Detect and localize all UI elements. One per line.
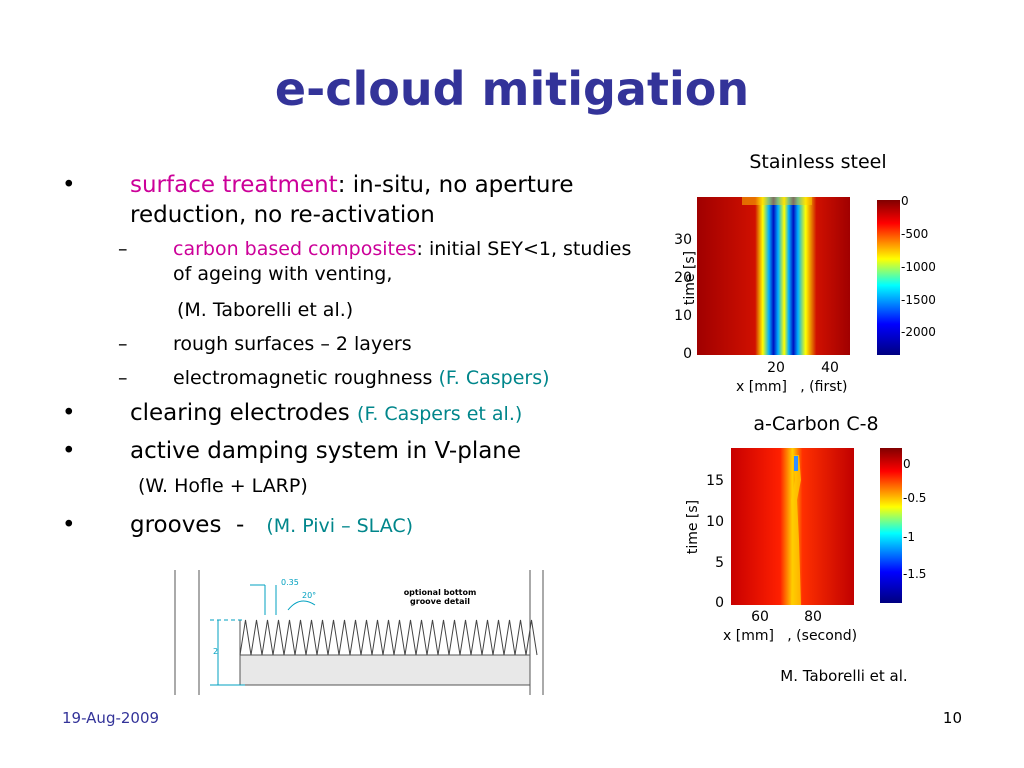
reference: (M. Pivi – SLAC): [266, 515, 414, 537]
colorbar: [877, 200, 900, 355]
reference: (F. Caspers): [438, 367, 550, 389]
y-tick-label: 5: [715, 555, 724, 571]
bullet: clearing electrodes (F. Caspers et al.): [130, 398, 522, 429]
colorbar-label: -500: [901, 227, 928, 241]
colorbar-label: 0: [903, 457, 911, 471]
sub-dash: –: [118, 367, 128, 389]
x-tick-label: 40: [821, 360, 839, 376]
bullet-dot: •: [62, 400, 76, 426]
bullet-dot: •: [62, 172, 76, 198]
bullet: grooves - (M. Pivi – SLAC): [130, 510, 413, 541]
sub-bullet: carbon based composites: initial SEY<1, …: [173, 237, 643, 287]
colorbar-label: 0: [901, 194, 909, 208]
y-tick-label: 10: [706, 514, 724, 530]
y-tick-label: 30: [674, 232, 692, 248]
page-number: 10: [942, 709, 962, 727]
bullet-text: grooves -: [130, 512, 245, 538]
heatmap: [697, 197, 850, 355]
highlight: carbon based composites: [173, 238, 417, 260]
x-axis-label: x [mm] , (second): [723, 628, 857, 644]
groove-pitch: 0.35: [281, 578, 299, 587]
y-axis-label: time [s]: [682, 251, 698, 305]
x-tick-label: 20: [767, 360, 785, 376]
colorbar-label: -1500: [901, 293, 936, 307]
colorbar-label: -2000: [901, 325, 936, 339]
bullet-dot: •: [62, 512, 76, 538]
groove-note: optional bottom groove detail: [403, 588, 477, 606]
colorbar-label: -1: [903, 530, 915, 544]
heatmap-detail: [791, 455, 801, 605]
highlight: surface treatment: [130, 172, 338, 198]
footer-date: 19-Aug-2009: [62, 709, 160, 727]
colorbar-label: -1000: [901, 260, 936, 274]
sub-text: rough surfaces – 2 layers: [173, 333, 412, 355]
x-axis-label: x [mm] , (first): [736, 379, 847, 395]
reference: (M. Taborelli et al.): [177, 299, 354, 321]
groove-note-box: optional bottom groove detail: [403, 588, 477, 606]
groove-depth: 2: [213, 647, 218, 656]
groove-drawing: [174, 570, 544, 695]
sub-dash: –: [118, 333, 128, 355]
slide-title: e-cloud mitigation: [274, 62, 750, 116]
sub-dash: –: [118, 238, 128, 260]
sub-bullet: electromagnetic roughness (F. Caspers): [173, 366, 550, 391]
sub-text: : initial SEY<1, studies of ageing with …: [173, 238, 632, 285]
y-axis-label: time [s]: [685, 500, 701, 554]
sub-text: electromagnetic roughness: [173, 367, 433, 389]
reference: (F. Caspers et al.): [357, 403, 523, 425]
heatmap-detail: [742, 197, 812, 205]
reference: (W. Hofle + LARP): [138, 475, 308, 497]
colorbar-label: -0.5: [903, 491, 926, 505]
y-tick-label: 15: [706, 473, 724, 489]
heatmap-detail: [794, 456, 798, 471]
bullet-text: active damping system in V-plane: [130, 438, 522, 464]
bullet-text: clearing electrodes: [130, 400, 350, 426]
y-tick-label: 10: [674, 308, 692, 324]
y-tick-label: 0: [683, 346, 692, 362]
bullet-text: : in-situ, no aperture reduction, no re-…: [130, 172, 574, 228]
credit: M. Taborelli et al.: [780, 667, 907, 685]
bullet: surface treatment: in-situ, no aperture …: [130, 170, 640, 230]
y-tick-label: 0: [715, 595, 724, 611]
x-tick-label: 80: [804, 609, 822, 625]
colorbar: [880, 448, 902, 603]
colorbar-label: -1.5: [903, 567, 926, 581]
bullet-dot: •: [62, 438, 76, 464]
y-tick-label: 20: [674, 270, 692, 286]
x-tick-label: 60: [751, 609, 769, 625]
groove-teeth: [239, 619, 538, 656]
figure-label: Stainless steel: [749, 151, 886, 173]
figure-label: a-Carbon C-8: [753, 413, 878, 435]
groove-angle: 20°: [302, 591, 316, 600]
